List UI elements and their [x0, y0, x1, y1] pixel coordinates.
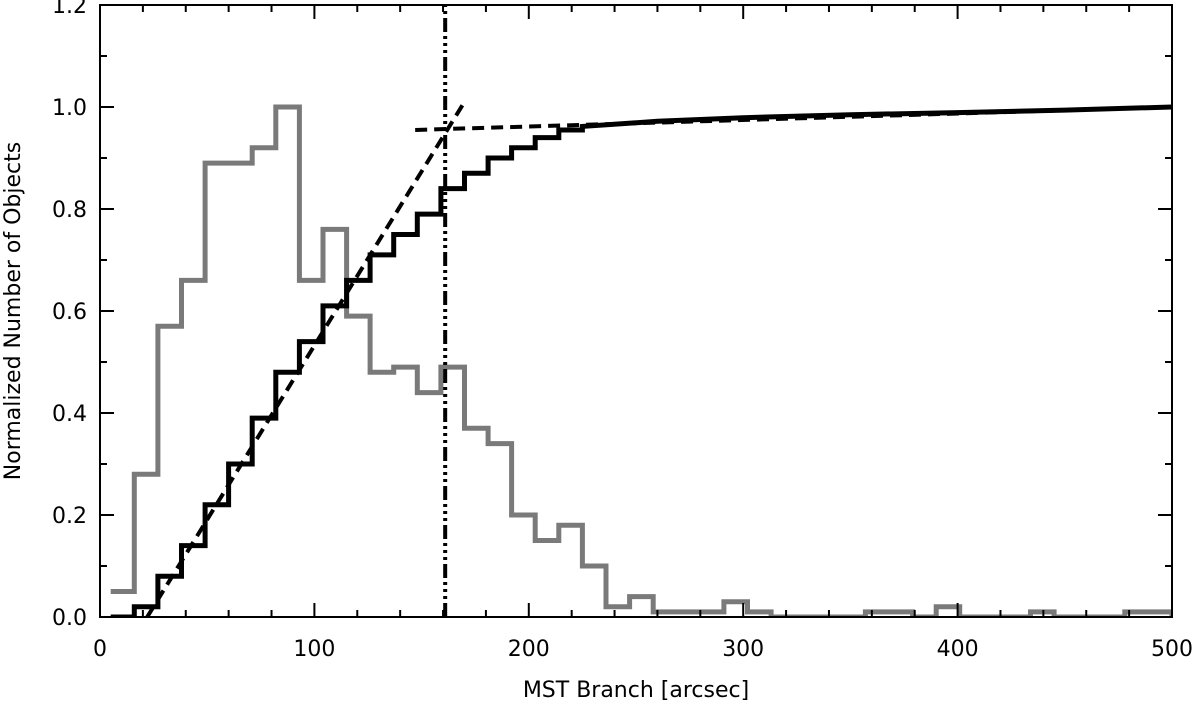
series-layer: [110, 5, 1172, 617]
cumulative-series: [110, 104, 1172, 617]
x-tick-label: 0: [93, 637, 107, 662]
plot-frame: [99, 4, 1173, 618]
x-tick-label: 100: [293, 637, 335, 662]
x-tick-label: 400: [937, 637, 979, 662]
linear-fit-plateau: [415, 105, 1172, 132]
y-tick-label: 0.6: [52, 300, 87, 325]
y-tick-label: 1.0: [52, 96, 87, 121]
labels-layer: 0 100 200 300 400 500 0.0 0.2 0.4 0.6 0.8 1.0 1.2: [52, 0, 1193, 662]
x-tick-label: 500: [1151, 637, 1193, 662]
y-tick-label: 0.4: [52, 402, 87, 427]
x-axis-title: MST Branch [arcsec]: [523, 678, 749, 703]
ticks-layer: [99, 4, 1173, 618]
y-tick-label: 0.0: [52, 606, 87, 631]
y-tick-label: 1.2: [52, 0, 87, 19]
y-tick-label: 0.2: [52, 504, 87, 529]
linear-fit-rising: [145, 100, 467, 617]
y-axis-title: Normalized Number of Objects: [1, 142, 26, 480]
histogram-series: [110, 104, 1172, 617]
y-tick-label: 0.8: [52, 198, 87, 223]
x-tick-label: 200: [508, 637, 550, 662]
x-tick-label: 300: [722, 637, 764, 662]
